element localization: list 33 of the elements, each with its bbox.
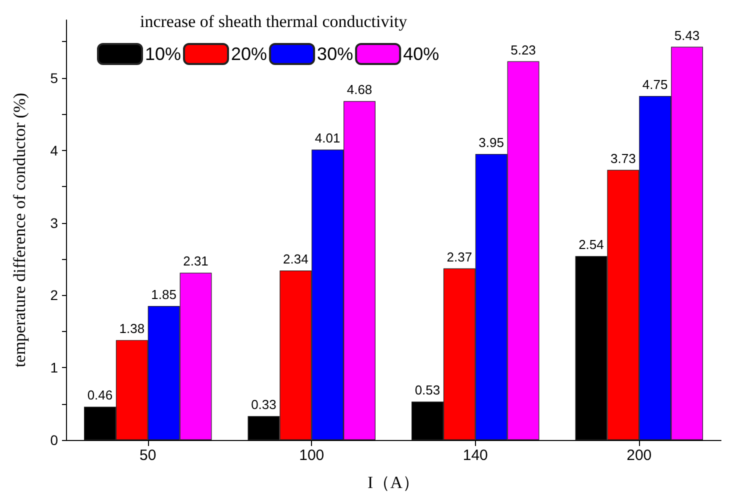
x-tick-label: 100: [299, 447, 324, 464]
data-label: 3.95: [478, 134, 504, 150]
y-tick-label: 5: [50, 70, 58, 86]
y-axis-title: temperature difference of conductor (%): [10, 92, 29, 368]
data-label: 1.38: [119, 321, 145, 336]
x-tick-label: 200: [626, 447, 652, 464]
data-label: 4.68: [346, 82, 372, 98]
data-label: 0.33: [251, 397, 276, 412]
data-label: 2.37: [446, 249, 472, 264]
y-tick-label: 1: [50, 360, 58, 376]
data-label: 1.85: [151, 287, 176, 302]
y-tick-label: 2: [50, 287, 58, 304]
data-label: 0.53: [414, 382, 440, 398]
x-axis-title: I（A）: [368, 473, 420, 492]
data-label: 2.31: [183, 254, 208, 269]
data-label: 2.54: [578, 237, 604, 252]
data-label: 3.73: [610, 150, 636, 166]
data-label: 5.43: [674, 28, 700, 43]
legend-label: 30%: [317, 44, 354, 64]
y-tick-label: 4: [50, 142, 58, 158]
data-label: 5.23: [510, 42, 536, 58]
data-label: 4.01: [314, 130, 340, 146]
legend-label: 40%: [403, 44, 440, 64]
data-label: 4.75: [642, 77, 668, 92]
y-tick-label: 3: [50, 214, 58, 231]
data-label: 2.34: [283, 252, 308, 267]
legend-title: increase of sheath thermal conductivity: [140, 12, 408, 31]
legend-label: 10%: [145, 44, 182, 64]
legend-label: 20%: [231, 44, 268, 64]
x-tick-label: 50: [140, 447, 156, 464]
y-tick-label: 0: [50, 432, 58, 448]
data-label: 0.46: [87, 388, 113, 403]
x-tick-label: 140: [462, 447, 488, 464]
